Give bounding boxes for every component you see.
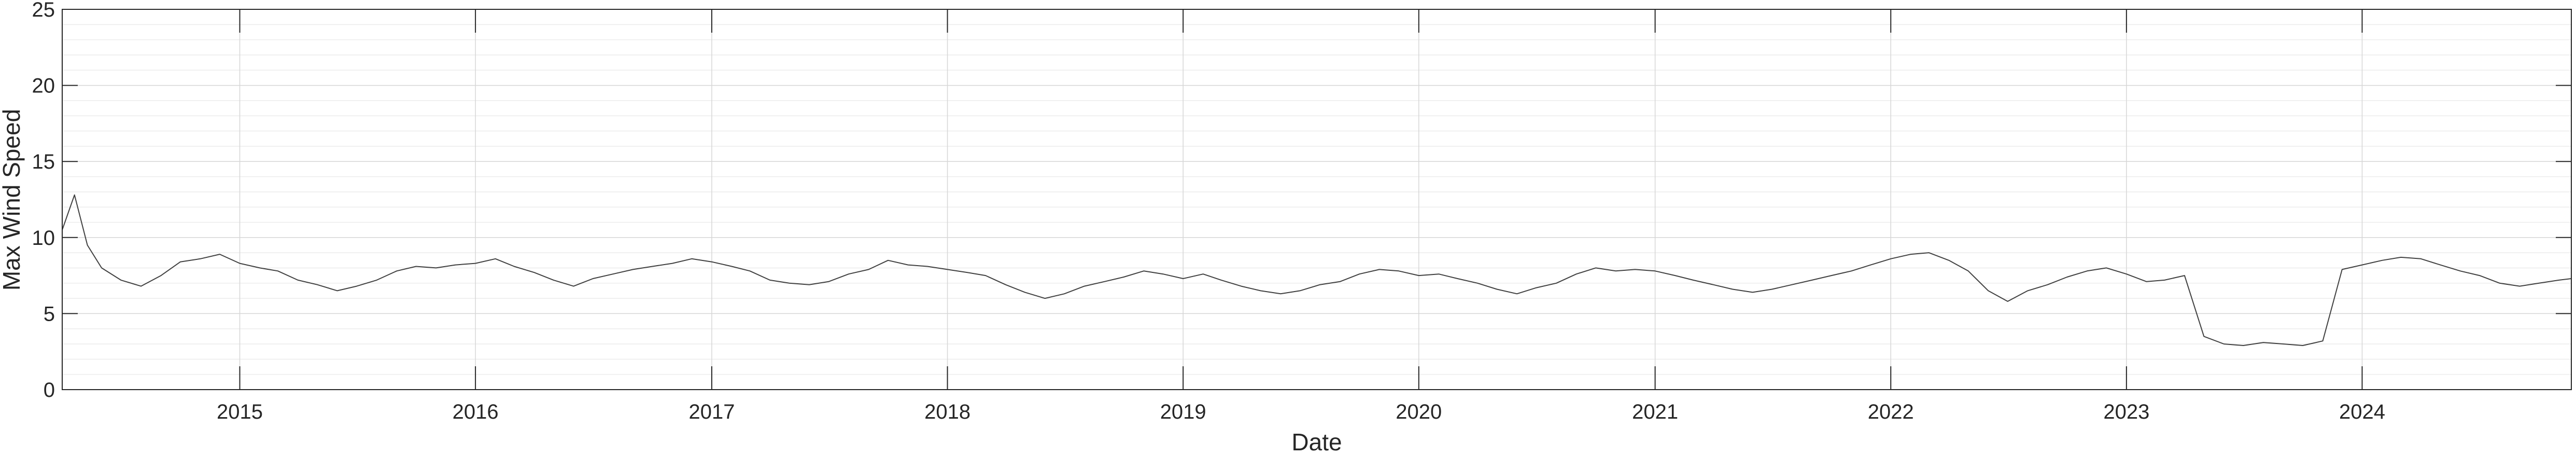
x-tick-label: 2018 xyxy=(924,401,970,423)
y-axis-title: Max Wind Speed xyxy=(0,109,25,291)
plot-frame xyxy=(62,9,2572,390)
x-tick-label: 2015 xyxy=(217,401,263,423)
y-tick-label: 0 xyxy=(44,379,55,402)
x-tick-label: 2017 xyxy=(688,401,735,423)
x-axis-title: Date xyxy=(1291,429,1342,455)
series-line-max-wind-speed xyxy=(62,194,2572,346)
x-tick-label: 2024 xyxy=(2339,401,2385,423)
y-tick-label: 10 xyxy=(32,227,55,250)
x-tick-labels: 2015 2016 2017 2018 2019 2020 2021 2022 2023 2024 xyxy=(217,401,2385,423)
tick-marks xyxy=(62,9,2571,390)
x-tick-label: 2021 xyxy=(1632,401,1678,423)
plot-background xyxy=(62,9,2571,390)
y-tick-label: 15 xyxy=(32,150,55,173)
x-tick-label: 2019 xyxy=(1160,401,1206,423)
x-tick-label: 2016 xyxy=(453,401,499,423)
x-tick-label: 2023 xyxy=(2103,401,2149,423)
y-tick-label: 25 xyxy=(32,0,55,21)
x-tick-label: 2020 xyxy=(1396,401,1442,423)
y-tick-labels: 0 5 10 15 20 25 xyxy=(32,0,55,402)
y-tick-label: 5 xyxy=(44,302,55,325)
minor-grid xyxy=(62,24,2571,375)
x-tick-label: 2022 xyxy=(1868,401,1914,423)
y-tick-label: 20 xyxy=(32,75,55,98)
